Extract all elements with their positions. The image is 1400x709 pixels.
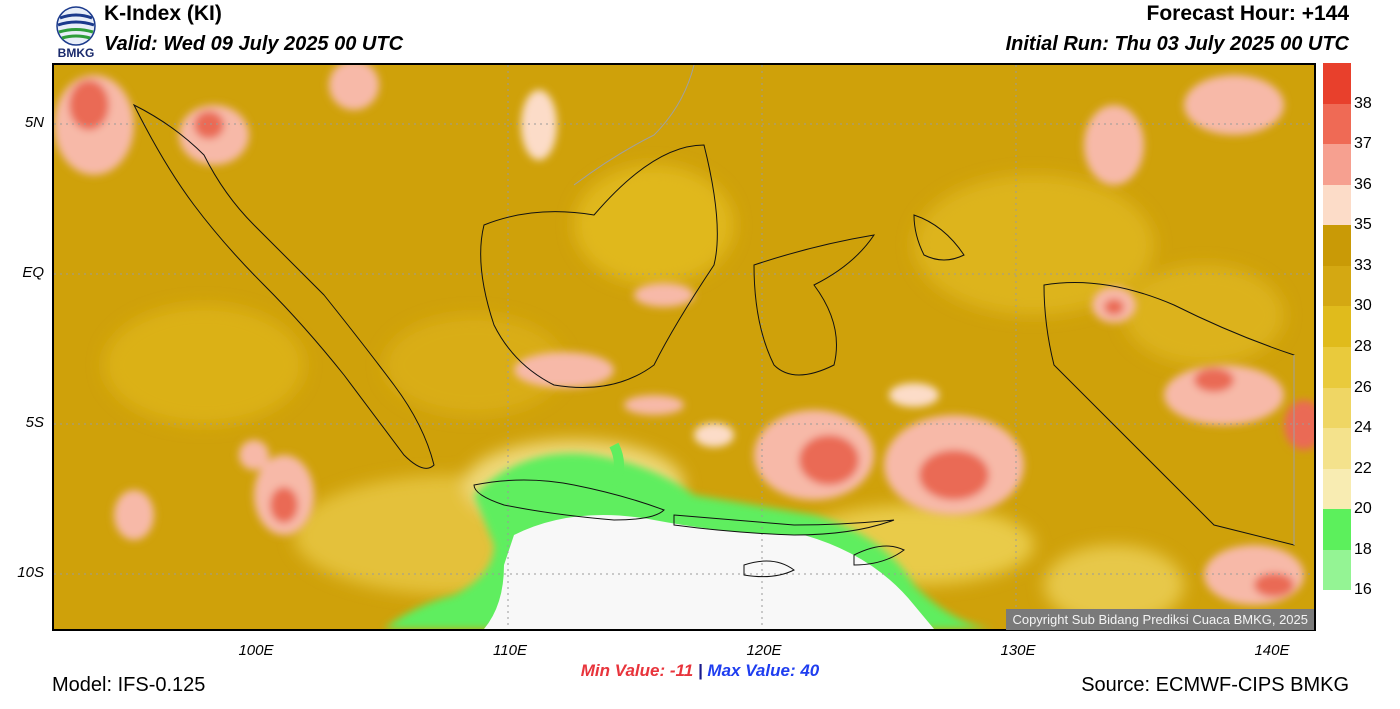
legend-label: 26 (1354, 378, 1372, 396)
legend-swatch (1323, 387, 1351, 429)
color-legend (1323, 63, 1351, 632)
logo-text: BMKG (57, 46, 95, 60)
legend-swatch (1323, 103, 1351, 145)
legend-label: 37 (1354, 135, 1372, 153)
legend-label: 38 (1354, 94, 1372, 112)
initial-run: Initial Run: Thu 03 July 2025 00 UTC (1005, 33, 1349, 55)
lon-label-100e: 100E (238, 642, 274, 659)
low-value-area (384, 442, 994, 629)
lat-label-5n: 5N (24, 114, 44, 131)
borneo-coast (480, 144, 718, 388)
legend-swatch (1323, 306, 1351, 348)
model-label: Model: IFS-0.125 (52, 674, 206, 696)
legend-swatch (1323, 549, 1351, 591)
legend-swatch (1323, 63, 1351, 105)
copyright-notice: Copyright Sub Bidang Prediksi Cuaca BMKG… (1006, 609, 1314, 630)
legend-swatch (1323, 225, 1351, 267)
min-max-separator: | (697, 661, 703, 680)
legend-swatch (1323, 509, 1351, 551)
coastlines (132, 103, 1295, 578)
min-max-values: Min Value: -11 | Max Value: 40 (0, 661, 1400, 681)
legend-swatch (1323, 468, 1351, 510)
legend-swatch (1323, 184, 1351, 226)
legend-label: 18 (1354, 540, 1372, 558)
legend-label: 22 (1354, 459, 1372, 477)
legend-label: 33 (1354, 256, 1372, 274)
lat-label-5s: 5S (25, 414, 44, 431)
min-value: Min Value: -11 (580, 661, 694, 680)
max-value: Max Value: 40 (707, 661, 820, 680)
lon-label-110e: 110E (493, 642, 527, 659)
graticule (54, 65, 1314, 629)
valid-time: Valid: Wed 09 July 2025 00 UTC (104, 33, 404, 55)
borders (573, 65, 1295, 545)
lon-label-130e: 130E (1000, 642, 1036, 659)
legend-label: 28 (1354, 338, 1372, 355)
k-index-map (54, 65, 1314, 629)
legend-swatch (1323, 428, 1351, 470)
legend-swatch (1323, 265, 1351, 307)
map-title: K-Index (KI) (104, 2, 222, 25)
lon-label-120e: 120E (746, 642, 782, 659)
legend-label: 20 (1354, 500, 1372, 518)
timor-coast (853, 545, 905, 566)
lat-label-10s: 10S (17, 564, 44, 581)
java-coast (473, 479, 665, 521)
legend-label: 24 (1354, 419, 1372, 437)
sumatra-coast (132, 103, 435, 469)
source-label: Source: ECMWF-CIPS BMKG (1081, 674, 1349, 696)
legend-label: 30 (1354, 297, 1372, 315)
high-value-cells (54, 65, 1314, 605)
bmkg-logo-icon (56, 6, 96, 46)
legend-swatch (1323, 347, 1351, 389)
legend-label: 35 (1354, 216, 1372, 234)
legend-swatch (1323, 144, 1351, 186)
sulawesi-coast (753, 234, 876, 376)
lat-label-eq: EQ (22, 264, 44, 281)
lon-label-140e: 140E (1254, 642, 1290, 659)
halmahera-coast (913, 214, 965, 261)
papua-coast (1043, 282, 1295, 546)
map-panel (52, 63, 1316, 631)
forecast-hour: Forecast Hour: +144 (1146, 2, 1350, 25)
legend-label: 16 (1354, 581, 1372, 599)
legend-swatch (1323, 590, 1351, 632)
legend-label: 36 (1354, 175, 1372, 193)
nusa-tenggara-coast (673, 514, 895, 536)
sumba-coast (743, 560, 795, 578)
